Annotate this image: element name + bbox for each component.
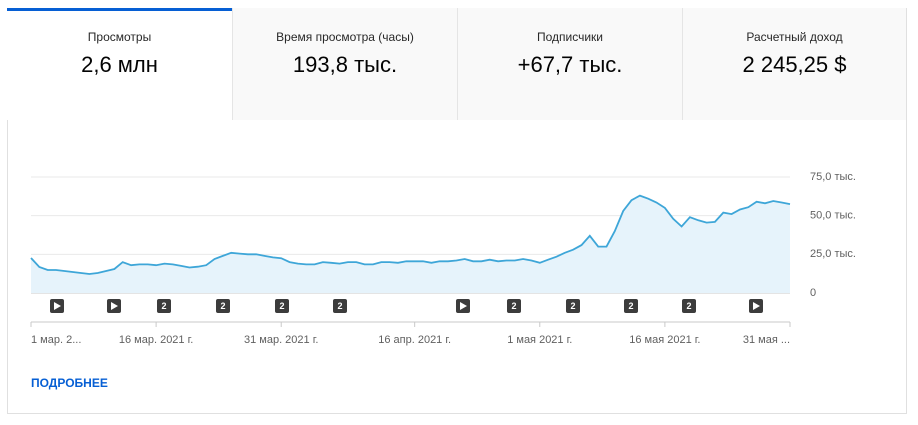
x-tick-label: 16 мар. 2021 г. xyxy=(119,334,193,346)
play-icon xyxy=(111,302,118,310)
event-marker-label: 2 xyxy=(279,301,284,311)
tab-title: Подписчики xyxy=(536,30,603,44)
tab-value: 2 245,25 $ xyxy=(742,52,847,77)
event-marker xyxy=(216,299,230,313)
event-marker-label: 2 xyxy=(628,301,633,311)
event-marker-label: 2 xyxy=(511,301,516,311)
event-marker-label: 2 xyxy=(570,301,575,311)
x-tick-label: 1 мар. 2... xyxy=(31,334,81,346)
y-tick-label: 75,0 тыс. xyxy=(810,171,856,183)
area-fill xyxy=(31,195,790,293)
y-tick-label: 25,0 тыс. xyxy=(810,248,856,260)
x-tick-label: 16 мая 2021 г. xyxy=(629,334,700,346)
play-icon xyxy=(54,302,61,310)
tab-value: +67,7 тыс. xyxy=(517,52,623,77)
x-tick-label: 16 апр. 2021 г. xyxy=(378,334,451,346)
tab[interactable]: Расчетный доход 2 245,25 $ xyxy=(682,8,906,120)
y-tick-label: 50,0 тыс. xyxy=(810,210,856,222)
tab-title: Расчетный доход xyxy=(746,30,843,44)
tab[interactable]: Подписчики +67,7 тыс. xyxy=(457,8,682,120)
tab[interactable]: Время просмотра (часы) 193,8 тыс. xyxy=(232,8,457,120)
event-marker xyxy=(566,299,580,313)
event-marker xyxy=(682,299,696,313)
event-marker xyxy=(624,299,638,313)
event-marker xyxy=(333,299,347,313)
tab-title: Время просмотра (часы) xyxy=(276,30,414,44)
tab-value: 2,6 млн xyxy=(81,52,158,77)
line xyxy=(30,194,791,275)
event-marker xyxy=(507,299,521,313)
event-marker xyxy=(275,299,289,313)
event-marker-label: 2 xyxy=(161,301,166,311)
more-link[interactable]: ПОДРОБНЕЕ xyxy=(31,376,108,390)
play-icon xyxy=(753,302,760,310)
event-marker-label: 2 xyxy=(220,301,225,311)
tab-value: 193,8 тыс. xyxy=(292,52,398,77)
event-marker-label: 2 xyxy=(686,301,691,311)
event-marker-label: 2 xyxy=(337,301,342,311)
y-tick-label: 0 xyxy=(810,287,816,299)
x-tick-label: 31 мая ... xyxy=(743,334,790,346)
tab[interactable]: Просмотры 2,6 млн xyxy=(7,8,232,120)
x-tick-label: 31 мар. 2021 г. xyxy=(244,334,318,346)
tab-title: Просмотры xyxy=(87,30,152,44)
play-icon xyxy=(460,302,467,310)
event-marker xyxy=(157,299,171,313)
x-tick-label: 1 мая 2021 г. xyxy=(507,334,572,346)
